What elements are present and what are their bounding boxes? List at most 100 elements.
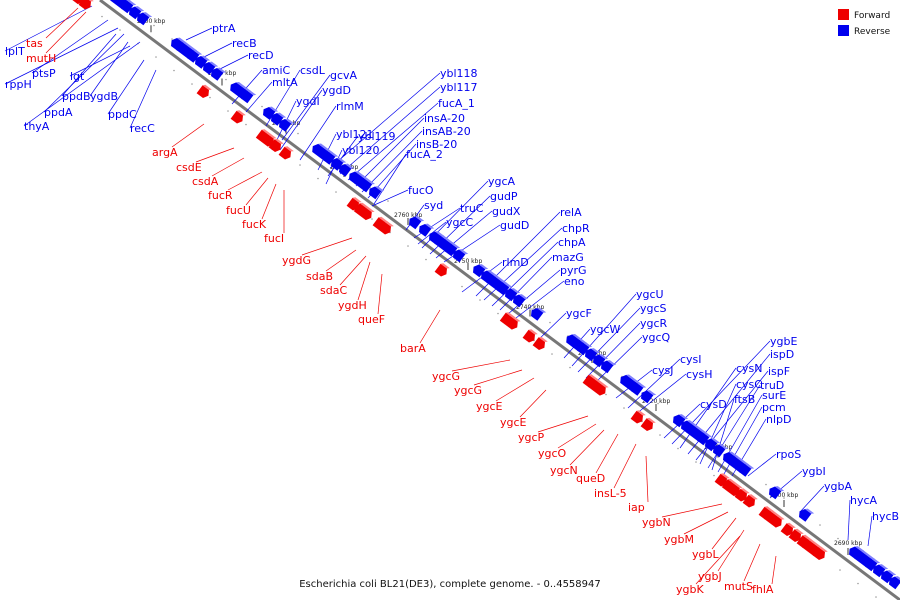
gene-label-trud[interactable]: truD: [760, 379, 784, 392]
reverse-gene-feature[interactable]: [495, 279, 513, 296]
reverse-gene-feature[interactable]: [321, 149, 339, 166]
gene-label-insl-5[interactable]: insL-5: [594, 487, 627, 500]
gene-label-recb[interactable]: recB: [232, 37, 257, 50]
reverse-gene-feature[interactable]: [629, 380, 647, 397]
reverse-gene-feature[interactable]: [277, 116, 295, 133]
gene-label-ygce[interactable]: ygcE: [476, 400, 503, 413]
reverse-gene-feature[interactable]: [591, 351, 609, 368]
forward-gene-feature[interactable]: [378, 220, 395, 236]
gene-label-ispf[interactable]: ispF: [768, 365, 790, 378]
gene-label-gcva[interactable]: gcvA: [330, 69, 358, 82]
gene-label-ygcc[interactable]: ygcC: [446, 216, 474, 229]
forward-gene-feature[interactable]: [630, 409, 647, 425]
gene-label-sdac[interactable]: sdaC: [320, 284, 347, 297]
forward-gene-feature[interactable]: [812, 546, 829, 562]
gene-label-ygca[interactable]: ygcA: [488, 175, 516, 188]
reverse-gene-feature[interactable]: [127, 3, 145, 20]
gene-label-cysn[interactable]: cysN: [736, 362, 763, 375]
gene-label-hycb[interactable]: hycB: [872, 510, 899, 523]
gene-label-quef[interactable]: queF: [358, 313, 385, 326]
gene-label-syd[interactable]: syd: [424, 199, 443, 212]
gene-label-rlmm[interactable]: rlmM: [336, 100, 364, 113]
reverse-gene-feature[interactable]: [337, 161, 355, 178]
gene-label-ygdg[interactable]: ygdG: [282, 254, 311, 267]
reverse-gene-feature[interactable]: [767, 483, 785, 500]
gene-label-cysj[interactable]: cysJ: [652, 364, 674, 377]
gene-label-fucr[interactable]: fucR: [208, 189, 233, 202]
gene-label-sure[interactable]: surE: [762, 389, 786, 402]
gene-label-qued[interactable]: queD: [576, 472, 605, 485]
gene-label-ygcf[interactable]: ygcF: [566, 307, 592, 320]
gene-label-ygbj[interactable]: ygbJ: [698, 570, 722, 583]
forward-gene-feature[interactable]: [788, 528, 805, 544]
reverse-gene-feature[interactable]: [879, 567, 897, 584]
reverse-gene-feature[interactable]: [185, 47, 203, 64]
gene-label-truc[interactable]: truC: [460, 202, 484, 215]
reverse-gene-feature[interactable]: [417, 221, 435, 238]
gene-label-ygcn[interactable]: ygcN: [550, 464, 578, 477]
gene-label-rlmd[interactable]: rlmD: [502, 256, 529, 269]
gene-label-ygcq[interactable]: ygcQ: [642, 331, 671, 344]
gene-label-mazg[interactable]: mazG: [552, 251, 584, 264]
reverse-gene-feature[interactable]: [703, 435, 721, 452]
reverse-gene-feature[interactable]: [503, 285, 521, 302]
reverse-gene-feature[interactable]: [201, 59, 219, 76]
gene-label-ygbk[interactable]: ygbK: [676, 583, 704, 596]
gene-label-cysd[interactable]: cysD: [700, 398, 727, 411]
gene-label-ygcg[interactable]: ygcG: [432, 370, 460, 383]
reverse-gene-feature[interactable]: [367, 183, 385, 200]
forward-gene-feature[interactable]: [353, 202, 376, 222]
gene-label-ygdd[interactable]: ygdD: [322, 84, 351, 97]
gene-label-recd[interactable]: recD: [248, 49, 274, 62]
reverse-gene-feature[interactable]: [269, 110, 287, 127]
gene-label-ygdh[interactable]: ygdH: [338, 299, 367, 312]
gene-label-ygcr[interactable]: ygcR: [640, 317, 668, 330]
forward-gene-feature[interactable]: [734, 487, 751, 503]
gene-label-ispd[interactable]: ispD: [770, 348, 794, 361]
reverse-gene-feature[interactable]: [711, 441, 729, 458]
reverse-gene-feature[interactable]: [193, 53, 211, 70]
gene-label-ybl119[interactable]: ybl119: [358, 130, 396, 143]
gene-label-csda[interactable]: csdA: [192, 175, 219, 188]
gene-label-ppdb[interactable]: ppdB: [62, 90, 91, 103]
gene-label-insab-20[interactable]: insAB-20: [422, 125, 471, 138]
reverse-gene-feature[interactable]: [737, 461, 755, 478]
forward-gene-feature[interactable]: [522, 328, 539, 344]
gene-label-nlpd[interactable]: nlpD: [766, 413, 791, 426]
gene-label-muts[interactable]: mutS: [724, 580, 753, 593]
reverse-gene-feature[interactable]: [575, 339, 593, 356]
gene-label-fucu[interactable]: fucU: [226, 204, 251, 217]
gene-label-recc[interactable]: recC: [130, 122, 155, 135]
gene-label-ybl117[interactable]: ybl117: [440, 81, 478, 94]
gene-label-ygbn[interactable]: ygbN: [642, 516, 671, 529]
gene-label-sdab[interactable]: sdaB: [306, 270, 333, 283]
gene-label-pyrg[interactable]: pyrG: [560, 264, 587, 277]
gene-label-csdl[interactable]: csdL: [300, 64, 326, 77]
gene-label-ygcg[interactable]: ygcG: [454, 384, 482, 397]
gene-label-thya[interactable]: thyA: [24, 120, 50, 133]
reverse-gene-feature[interactable]: [511, 291, 529, 308]
gene-label-fuca-2[interactable]: fucA_2: [406, 148, 443, 161]
gene-label-ybl121[interactable]: ybl121: [336, 128, 374, 141]
gene-label-gudp[interactable]: gudP: [490, 190, 518, 203]
gene-label-hyca[interactable]: hycA: [850, 494, 878, 507]
gene-label-muth[interactable]: mutH: [26, 52, 56, 65]
gene-label-lgt[interactable]: lgt: [70, 70, 85, 83]
gene-label-iap[interactable]: iap: [628, 501, 645, 514]
gene-label-ygco[interactable]: ygcO: [538, 447, 567, 460]
forward-gene-feature[interactable]: [721, 478, 744, 498]
forward-gene-feature[interactable]: [714, 472, 731, 488]
gene-label-insa-20[interactable]: insA-20: [424, 112, 465, 125]
gene-label-ygcp[interactable]: ygcP: [518, 431, 545, 444]
forward-gene-feature[interactable]: [196, 84, 213, 100]
gene-label-ptra[interactable]: ptrA: [212, 22, 236, 35]
forward-gene-feature[interactable]: [278, 145, 295, 161]
gene-label-ygcu[interactable]: ygcU: [636, 288, 664, 301]
gene-label-ygcw[interactable]: ygcW: [590, 323, 621, 336]
reverse-gene-feature[interactable]: [119, 0, 137, 15]
forward-gene-feature[interactable]: [763, 509, 786, 529]
forward-gene-feature[interactable]: [255, 128, 278, 148]
gene-label-ygbi[interactable]: ygbI: [802, 465, 826, 478]
gene-label-ygdi[interactable]: ygdI: [296, 95, 320, 108]
reverse-gene-feature[interactable]: [599, 357, 617, 374]
